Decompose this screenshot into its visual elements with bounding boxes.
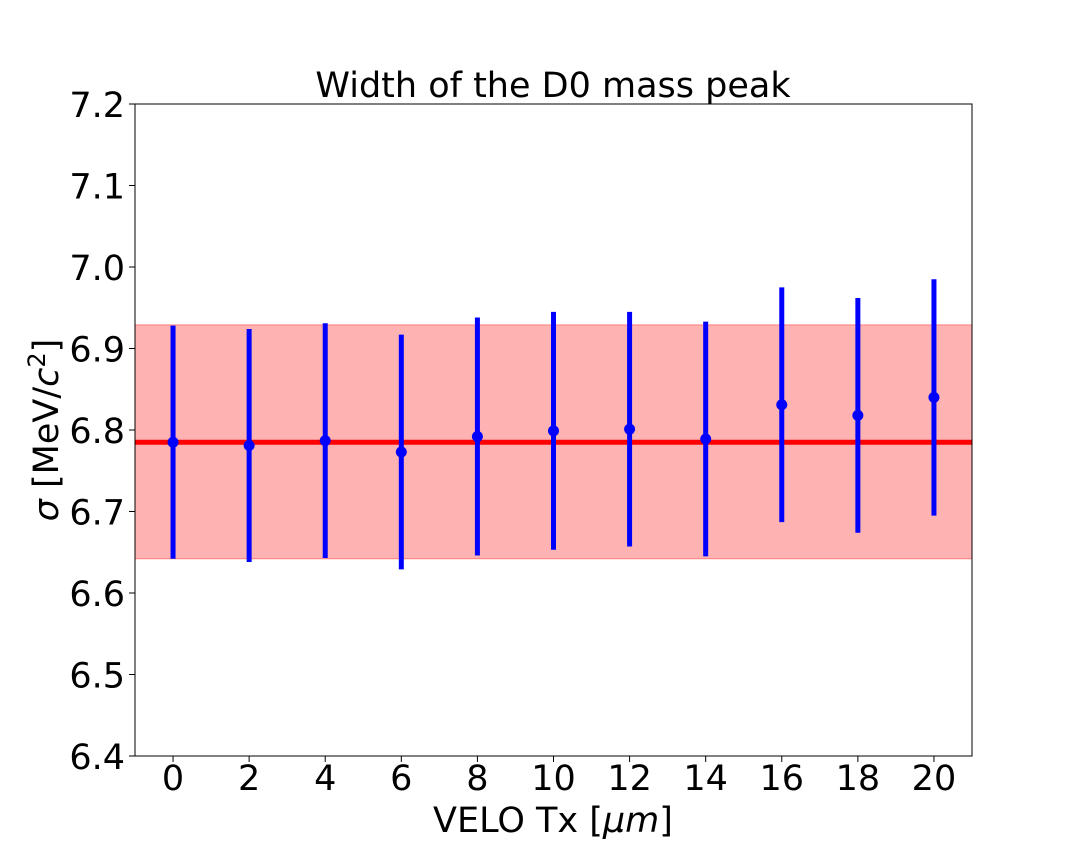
data-point [167, 436, 179, 448]
y-axis-ticks: 6.4 6.5 6.6 6.7 6.8 6.9 7.0 7.1 7.2 [69, 86, 135, 778]
y-tick-label: 7.1 [69, 168, 125, 208]
x-tick-label: 14 [683, 759, 728, 799]
x-tick-label: 16 [759, 759, 804, 799]
data-point [471, 431, 483, 443]
y-axis-label: σ [MeV/c2] [23, 339, 67, 522]
y-tick-label: 6.4 [69, 738, 125, 778]
x-tick-label: 2 [238, 759, 260, 799]
data-point [548, 425, 559, 437]
y-tick-label: 6.9 [69, 331, 125, 371]
y-tick-label: 6.7 [69, 494, 125, 534]
data-point [776, 399, 788, 411]
data-point [700, 433, 712, 445]
data-point [243, 439, 255, 451]
x-tick-label: 10 [531, 759, 576, 799]
data-point [928, 391, 940, 403]
data-point [852, 409, 864, 421]
data-point [395, 446, 407, 458]
y-tick-label: 7.0 [69, 249, 125, 289]
y-tick-label: 7.2 [69, 86, 125, 126]
x-tick-label: 12 [607, 759, 652, 799]
chart-title: Width of the D0 mass peak [315, 66, 791, 106]
x-tick-label: 20 [912, 759, 957, 799]
data-point [319, 435, 331, 447]
y-tick-label: 6.5 [69, 657, 125, 697]
x-axis-label: VELO Tx [μm] [433, 801, 673, 841]
x-axis-ticks: 0 2 4 6 8 10 12 14 16 18 20 [162, 756, 956, 799]
x-tick-label: 0 [162, 759, 184, 799]
data-point [624, 423, 636, 435]
y-tick-label: 6.6 [69, 575, 125, 615]
y-tick-label: 6.8 [69, 412, 125, 452]
x-tick-label: 4 [314, 759, 336, 799]
data-layer [167, 279, 940, 570]
x-tick-label: 8 [466, 759, 488, 799]
x-tick-label: 18 [836, 759, 881, 799]
x-tick-label: 6 [390, 759, 412, 799]
